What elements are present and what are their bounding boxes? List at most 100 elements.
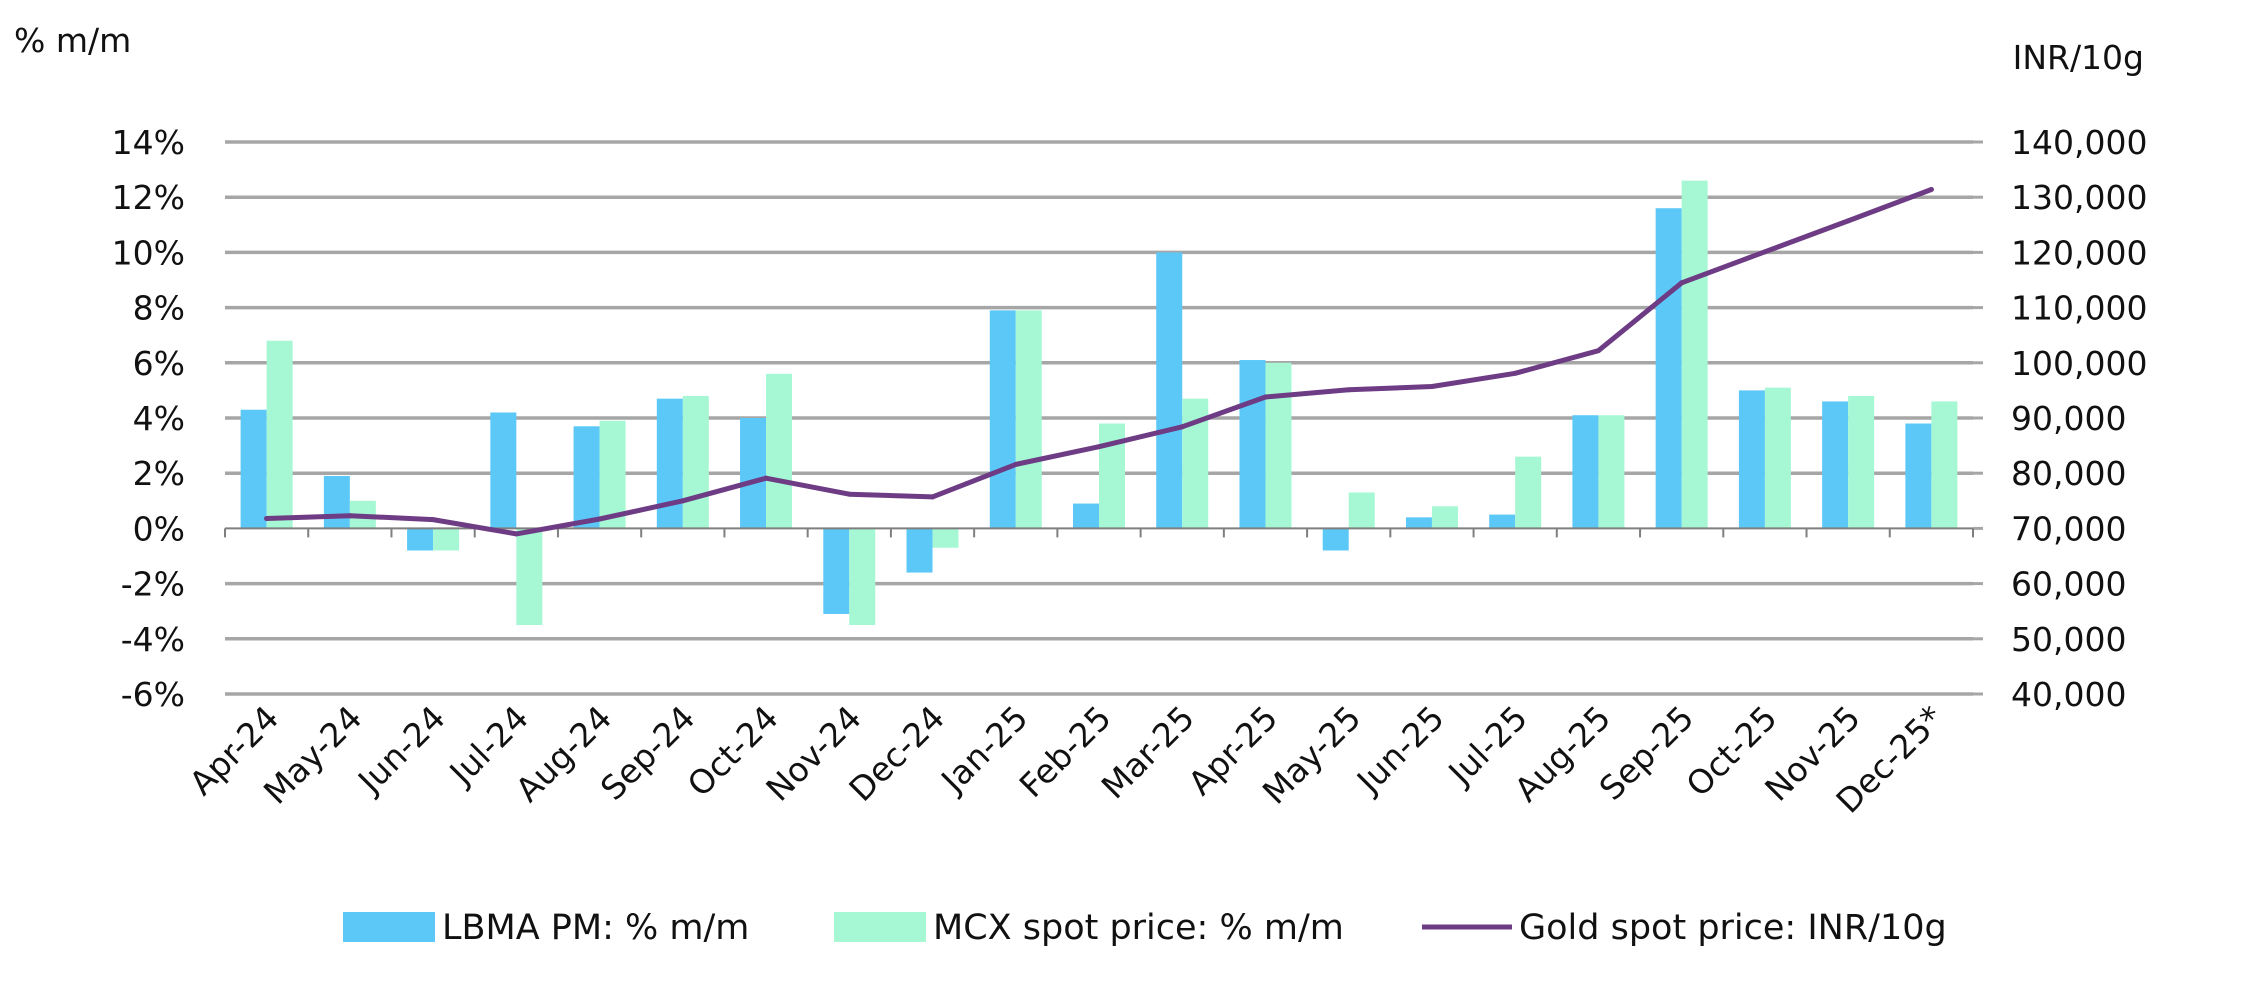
bar-mcx — [1265, 362, 1292, 529]
right-tick-label: 70,000 — [2011, 509, 2126, 548]
category-label: Sep-25 — [1592, 698, 1702, 808]
gold-price-point — [513, 531, 519, 537]
line-series — [264, 186, 1934, 537]
left-tick-label: -6% — [121, 675, 185, 714]
category-label: Jun-25 — [1348, 698, 1452, 802]
gold-price-point — [1179, 424, 1185, 430]
bar-lbma — [740, 418, 767, 529]
gold-price-point — [763, 475, 769, 481]
legend-swatch-mcx — [834, 912, 926, 942]
left-tick-label: 12% — [112, 178, 185, 217]
bar-lbma — [1655, 208, 1682, 529]
bar-lbma — [1073, 503, 1099, 529]
gold-price-point — [1346, 387, 1352, 393]
gold-price-point — [1096, 444, 1102, 450]
gold-price-point — [1928, 186, 1934, 192]
gold-price-point — [597, 516, 603, 522]
bar-lbma — [1905, 423, 1932, 529]
left-tick-label: 10% — [112, 233, 185, 272]
gold-price-point — [1262, 394, 1268, 400]
bar-mcx — [433, 528, 460, 551]
right-tick-label: 130,000 — [2011, 178, 2147, 217]
bar-mcx — [1764, 387, 1791, 529]
bar-lbma — [656, 398, 683, 529]
right-tick-label: 100,000 — [2011, 344, 2147, 383]
right-tick-label: 120,000 — [2011, 233, 2147, 272]
gold-price-point — [430, 517, 436, 523]
bar-mcx — [1515, 456, 1542, 529]
bar-lbma — [1156, 252, 1183, 529]
bar-mcx — [1431, 506, 1458, 529]
category-label: Mar-25 — [1094, 698, 1202, 806]
gold-price-point — [347, 513, 353, 519]
right-tick-label: 40,000 — [2011, 675, 2126, 714]
bar-mcx — [599, 420, 626, 529]
category-labels: Apr-24May-24Jun-24Jul-24Aug-24Sep-24Oct-… — [182, 698, 1951, 821]
bar-lbma — [1239, 360, 1266, 529]
right-axis-unit-label: INR/10g — [2013, 38, 2144, 77]
bar-lbma — [1322, 528, 1349, 551]
bar-lbma — [1405, 517, 1432, 529]
gold-price-point — [1013, 461, 1019, 467]
left-tick-label: 2% — [133, 454, 185, 493]
bar-mcx — [266, 340, 293, 529]
bar-lbma — [240, 409, 267, 529]
bar-mcx — [516, 528, 543, 625]
bar-lbma — [906, 528, 933, 573]
left-tick-label: 6% — [133, 344, 185, 383]
bar-lbma — [407, 528, 434, 551]
bar-lbma — [1822, 401, 1849, 529]
legend-label-gold: Gold spot price: INR/10g — [1519, 908, 1947, 948]
bar-mcx — [682, 395, 709, 529]
right-tick-label: 110,000 — [2011, 289, 2147, 328]
bar-lbma — [823, 528, 850, 614]
bar-lbma — [1738, 390, 1765, 529]
left-tick-label: 0% — [133, 509, 185, 548]
right-tick-label: 60,000 — [2011, 565, 2126, 604]
gold-price-point — [1595, 348, 1601, 354]
category-label: Sep-24 — [593, 698, 703, 808]
gold-price-point — [846, 491, 852, 497]
bar-series — [240, 180, 1958, 625]
left-axis-unit-label: % m/m — [14, 21, 131, 60]
gold-price-point — [930, 494, 936, 500]
legend-swatch-lbma — [343, 912, 435, 942]
right-tick-label: 80,000 — [2011, 454, 2126, 493]
bar-mcx — [1598, 415, 1625, 529]
bar-mcx — [766, 373, 793, 529]
bar-lbma — [490, 412, 517, 529]
gold-price-point — [680, 498, 686, 504]
left-tick-label: 4% — [133, 399, 185, 438]
bar-lbma — [989, 310, 1016, 529]
bar-lbma — [1572, 415, 1599, 529]
right-tick-label: 50,000 — [2011, 620, 2126, 659]
category-axis — [224, 527, 1974, 538]
gold-price-point — [1762, 249, 1768, 255]
gold-price-point — [1845, 218, 1851, 224]
gold-price-point — [1512, 370, 1518, 376]
category-label: Jun-24 — [349, 698, 453, 802]
left-tick-label: -2% — [121, 565, 185, 604]
bar-lbma — [323, 475, 350, 529]
gridlines — [225, 140, 1973, 696]
legend-label-mcx: MCX spot price: % m/m — [933, 908, 1344, 948]
left-axis: 14% 12% 10% 8% 6% 4% 2% 0% -2% -4% -6% — [112, 123, 185, 714]
bar-mcx — [1848, 395, 1875, 529]
bar-lbma — [1489, 514, 1516, 529]
bar-mcx — [849, 528, 876, 625]
bar-mcx — [1931, 401, 1958, 529]
bar-mcx — [1348, 492, 1375, 529]
bar-mcx — [932, 528, 959, 548]
bar-mcx — [1681, 180, 1708, 529]
legend: LBMA PM: % m/m MCX spot price: % m/m Gol… — [343, 908, 1947, 948]
right-axis: 140,000 130,000 120,000 110,000 100,000 90,00… — [1973, 123, 2147, 714]
left-tick-label: -4% — [121, 620, 185, 659]
bar-mcx — [1015, 310, 1042, 529]
bar-lbma — [573, 426, 600, 529]
gold-price-point — [1429, 384, 1435, 390]
right-tick-label: 90,000 — [2011, 399, 2126, 438]
legend-label-lbma: LBMA PM: % m/m — [442, 908, 749, 948]
gold-price-point — [1679, 280, 1685, 286]
right-tick-label: 140,000 — [2011, 123, 2147, 162]
